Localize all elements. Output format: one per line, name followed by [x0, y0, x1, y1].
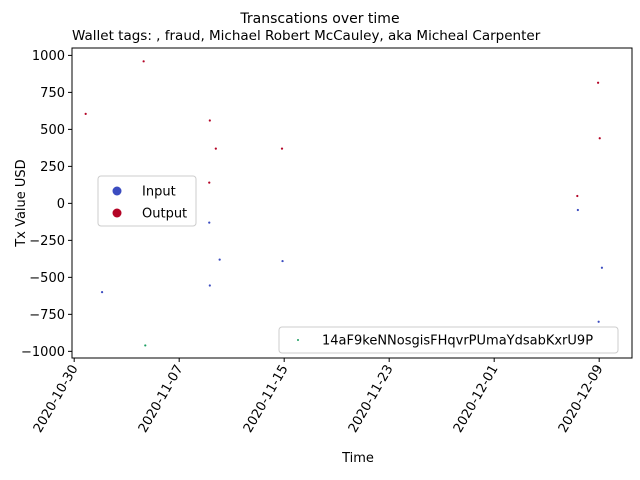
data-point [596, 81, 600, 84]
legend-wallet-marker [297, 339, 299, 341]
x-tick-label: 2020-11-07 [136, 363, 187, 436]
legend-input-marker [112, 186, 122, 196]
data-point [84, 112, 87, 115]
y-tick-label: −500 [29, 271, 65, 286]
chart-title: Transcations over time [239, 11, 399, 27]
data-point [214, 147, 217, 150]
data-point [208, 119, 211, 122]
legend-box [97, 175, 197, 227]
y-tick-label: −750 [29, 308, 65, 323]
y-tick-label: −250 [29, 234, 65, 249]
data-point [280, 147, 284, 150]
legend-wallet-box [278, 326, 619, 354]
x-tick-label: 2020-12-09 [556, 363, 607, 436]
data-point [576, 194, 579, 198]
legend-output-marker [112, 208, 122, 218]
y-tick-label: 1000 [32, 49, 65, 64]
data-point [281, 259, 284, 263]
y-tick-label: 500 [40, 123, 65, 138]
data-point [208, 284, 211, 287]
x-tick-label: 2020-11-23 [346, 363, 397, 436]
x-axis-ticks: 2020-10-30 2020-11-07 2020-11-15 2020-11-23… [31, 358, 607, 435]
data-point [218, 258, 221, 261]
data-point [598, 137, 601, 140]
y-tick-label: 0 [57, 197, 65, 212]
data-point [576, 208, 579, 212]
x-tick-label: 2020-12-01 [451, 363, 502, 436]
x-tick-label: 2020-10-30 [31, 363, 82, 436]
data-point [142, 60, 145, 63]
data-point [100, 291, 104, 294]
data-point [597, 320, 600, 323]
legend-input-label: Input [142, 185, 176, 200]
x-tick-label: 2020-11-15 [241, 363, 292, 436]
data-point [208, 221, 211, 224]
legend-wallet-label: 14aF9keNNosgisFHqvrPUmaYdsabKxrU9P [322, 334, 593, 349]
legend-output-label: Output [142, 207, 187, 222]
data-point [600, 266, 604, 269]
y-tick-label: −1000 [21, 345, 65, 360]
chart-subtitle: Wallet tags: , fraud, Michael Robert McC… [72, 28, 541, 44]
y-axis-label: Tx Value USD [14, 159, 29, 247]
legend-input-output: Input Output [97, 175, 197, 227]
y-axis-ticks: 1000 750 500 250 0 −250 −500 −750 −1000 [21, 49, 72, 360]
legend-wallet: 14aF9keNNosgisFHqvrPUmaYdsabKxrU9P [278, 326, 619, 354]
data-points [84, 60, 604, 347]
data-point [208, 181, 211, 184]
data-point [144, 344, 147, 347]
y-tick-label: 250 [40, 160, 65, 175]
x-axis-label: Time [341, 451, 374, 466]
y-tick-label: 750 [40, 86, 65, 101]
